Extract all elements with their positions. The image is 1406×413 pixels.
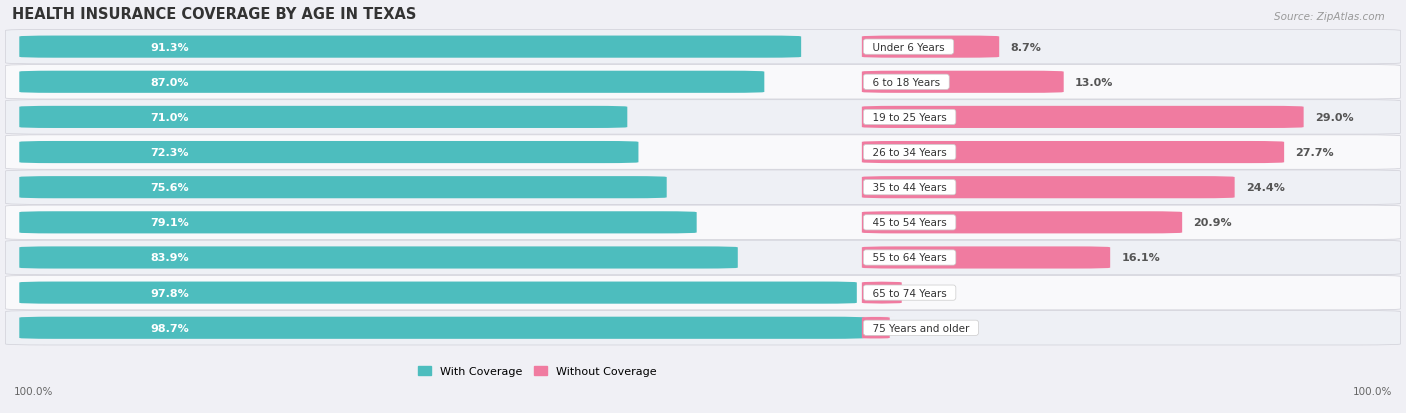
- FancyBboxPatch shape: [20, 282, 856, 304]
- FancyBboxPatch shape: [6, 276, 1400, 310]
- Text: 29.0%: 29.0%: [1315, 113, 1354, 123]
- Text: 24.4%: 24.4%: [1246, 183, 1285, 193]
- FancyBboxPatch shape: [862, 212, 1182, 234]
- Text: 16.1%: 16.1%: [1121, 253, 1160, 263]
- Text: 75 Years and older: 75 Years and older: [866, 323, 976, 333]
- FancyBboxPatch shape: [6, 311, 1400, 345]
- FancyBboxPatch shape: [20, 177, 666, 199]
- Text: 13.0%: 13.0%: [1074, 78, 1114, 88]
- FancyBboxPatch shape: [20, 107, 627, 129]
- FancyBboxPatch shape: [20, 71, 765, 94]
- Text: HEALTH INSURANCE COVERAGE BY AGE IN TEXAS: HEALTH INSURANCE COVERAGE BY AGE IN TEXA…: [13, 7, 416, 22]
- Text: 72.3%: 72.3%: [150, 148, 188, 158]
- Text: 100.0%: 100.0%: [1353, 387, 1392, 396]
- FancyBboxPatch shape: [862, 177, 1234, 199]
- Text: 79.1%: 79.1%: [150, 218, 190, 228]
- Legend: With Coverage, Without Coverage: With Coverage, Without Coverage: [413, 362, 661, 381]
- Text: 55 to 64 Years: 55 to 64 Years: [866, 253, 953, 263]
- FancyBboxPatch shape: [6, 241, 1400, 275]
- Text: 97.8%: 97.8%: [150, 288, 190, 298]
- FancyBboxPatch shape: [20, 247, 738, 269]
- FancyBboxPatch shape: [862, 282, 901, 304]
- FancyBboxPatch shape: [6, 206, 1400, 240]
- FancyBboxPatch shape: [855, 317, 897, 339]
- FancyBboxPatch shape: [6, 65, 1400, 100]
- Text: 27.7%: 27.7%: [1295, 148, 1334, 158]
- Text: 91.3%: 91.3%: [150, 43, 190, 52]
- Text: 98.7%: 98.7%: [150, 323, 190, 333]
- Text: 87.0%: 87.0%: [150, 78, 188, 88]
- Text: 8.7%: 8.7%: [1011, 43, 1040, 52]
- FancyBboxPatch shape: [862, 107, 1303, 129]
- Text: 35 to 44 Years: 35 to 44 Years: [866, 183, 953, 193]
- FancyBboxPatch shape: [6, 135, 1400, 170]
- FancyBboxPatch shape: [6, 30, 1400, 65]
- FancyBboxPatch shape: [862, 142, 1284, 164]
- FancyBboxPatch shape: [20, 317, 865, 339]
- Text: 45 to 54 Years: 45 to 54 Years: [866, 218, 953, 228]
- Text: 71.0%: 71.0%: [150, 113, 188, 123]
- Text: Under 6 Years: Under 6 Years: [866, 43, 950, 52]
- Text: 1.4%: 1.4%: [901, 323, 932, 333]
- Text: 2.2%: 2.2%: [912, 288, 943, 298]
- Text: 100.0%: 100.0%: [14, 387, 53, 396]
- FancyBboxPatch shape: [6, 100, 1400, 135]
- Text: 19 to 25 Years: 19 to 25 Years: [866, 113, 953, 123]
- Text: 20.9%: 20.9%: [1194, 218, 1232, 228]
- Text: Source: ZipAtlas.com: Source: ZipAtlas.com: [1274, 12, 1385, 22]
- FancyBboxPatch shape: [20, 142, 638, 164]
- FancyBboxPatch shape: [862, 71, 1064, 94]
- FancyBboxPatch shape: [20, 36, 801, 59]
- Text: 6 to 18 Years: 6 to 18 Years: [866, 78, 946, 88]
- FancyBboxPatch shape: [862, 247, 1111, 269]
- Text: 83.9%: 83.9%: [150, 253, 190, 263]
- Text: 65 to 74 Years: 65 to 74 Years: [866, 288, 953, 298]
- FancyBboxPatch shape: [6, 171, 1400, 205]
- FancyBboxPatch shape: [20, 212, 697, 234]
- Text: 75.6%: 75.6%: [150, 183, 190, 193]
- FancyBboxPatch shape: [862, 36, 1000, 59]
- Text: 26 to 34 Years: 26 to 34 Years: [866, 148, 953, 158]
